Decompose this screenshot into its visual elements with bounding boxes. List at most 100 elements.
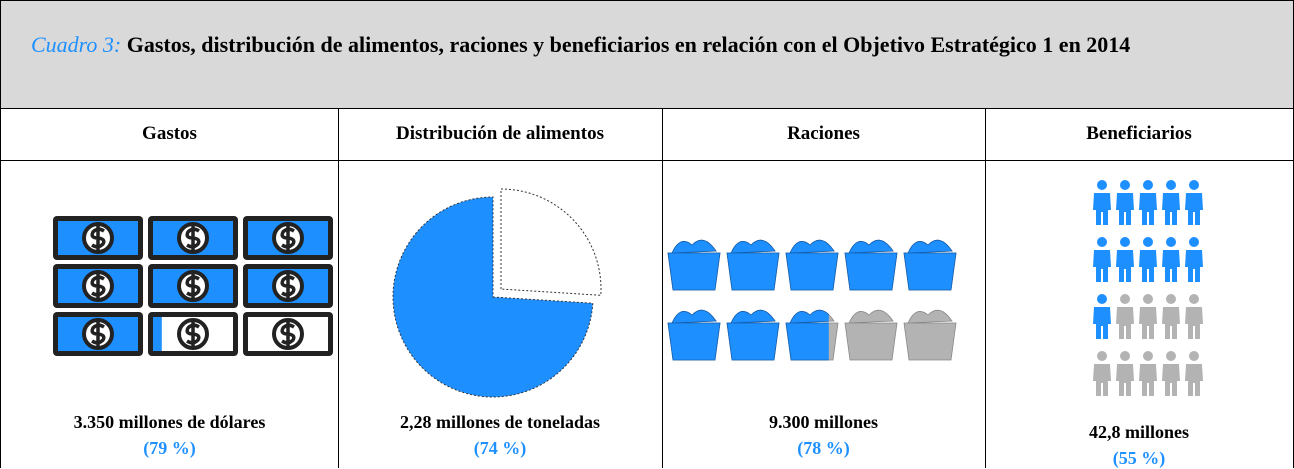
person-body bbox=[1139, 250, 1157, 282]
bill-sign bbox=[185, 273, 201, 299]
person-filled bbox=[1116, 237, 1134, 282]
person-head bbox=[1097, 237, 1107, 247]
bucket-fill bbox=[844, 239, 898, 291]
pie-rest bbox=[500, 188, 602, 296]
person-head bbox=[1120, 180, 1130, 190]
bill-sign bbox=[280, 321, 296, 347]
person-head bbox=[1097, 351, 1107, 361]
bucket-fill bbox=[667, 239, 721, 291]
person-head bbox=[1189, 180, 1199, 190]
person-head bbox=[1166, 237, 1176, 247]
value-label: 3.350 millones de dólares bbox=[73, 412, 266, 432]
person-filled bbox=[1093, 237, 1111, 282]
person-filled bbox=[1139, 237, 1157, 282]
person-body bbox=[1116, 193, 1134, 225]
person-body bbox=[1093, 250, 1111, 282]
value-label: 2,28 millones de toneladas bbox=[399, 412, 600, 432]
bill-sign bbox=[90, 273, 106, 299]
header-cell: Distribución de alimentos bbox=[338, 108, 663, 161]
share-label: (55 %) bbox=[1112, 448, 1166, 468]
person-head bbox=[1189, 294, 1199, 304]
person bbox=[1093, 351, 1111, 396]
person-body bbox=[1139, 193, 1157, 225]
person bbox=[1162, 294, 1180, 339]
person-head bbox=[1143, 294, 1153, 304]
bucket-fill bbox=[785, 309, 829, 361]
header-cell: Gastos bbox=[0, 108, 339, 161]
person-head bbox=[1166, 294, 1176, 304]
caption-title: Gastos, distribución de alimentos, racio… bbox=[126, 32, 1131, 57]
share-label: (74 %) bbox=[473, 438, 527, 458]
bucket-base bbox=[903, 309, 957, 361]
icon-graphic bbox=[53, 216, 333, 356]
pie-slice bbox=[392, 196, 594, 398]
bucket-fill bbox=[667, 309, 721, 361]
bill-sign bbox=[185, 225, 201, 251]
bill-sign bbox=[280, 225, 296, 251]
person-filled bbox=[1139, 180, 1157, 225]
person-body bbox=[1185, 193, 1203, 225]
person-filled bbox=[1162, 237, 1180, 282]
person-body bbox=[1116, 250, 1134, 282]
person-head bbox=[1120, 294, 1130, 304]
person-body bbox=[1139, 364, 1157, 396]
person-body bbox=[1093, 364, 1111, 396]
person-head bbox=[1189, 351, 1199, 361]
person-body bbox=[1116, 307, 1134, 339]
icon-graphic bbox=[392, 188, 602, 398]
person-filled bbox=[1185, 237, 1203, 282]
person bbox=[1185, 351, 1203, 396]
icon-graphic bbox=[1093, 180, 1203, 396]
person-head bbox=[1143, 237, 1153, 247]
person-head bbox=[1166, 180, 1176, 190]
value-label: 9.300 millones bbox=[768, 412, 878, 432]
person bbox=[1185, 294, 1203, 339]
person-filled bbox=[1162, 180, 1180, 225]
person-head bbox=[1120, 351, 1130, 361]
person-filled bbox=[1116, 180, 1134, 225]
person-head bbox=[1166, 351, 1176, 361]
person bbox=[1139, 294, 1157, 339]
person-filled bbox=[1185, 180, 1203, 225]
person-head bbox=[1120, 237, 1130, 247]
person-filled bbox=[1093, 294, 1111, 339]
bill-fill bbox=[153, 317, 162, 351]
caption: Cuadro 3: Gastos, distribución de alimen… bbox=[0, 0, 1294, 109]
person-head bbox=[1143, 180, 1153, 190]
bill-sign bbox=[185, 321, 201, 347]
bucket-fill bbox=[726, 239, 780, 291]
bill-sign bbox=[90, 225, 106, 251]
body-cell: 2,28 millones de toneladas (74 %) bbox=[338, 160, 663, 468]
person-body bbox=[1185, 364, 1203, 396]
person-body bbox=[1162, 250, 1180, 282]
header-cell: Beneficiarios bbox=[985, 108, 1294, 161]
person-body bbox=[1185, 250, 1203, 282]
body-cell: 3.350 millones de dólares (79 %) bbox=[0, 160, 339, 468]
person-head bbox=[1143, 351, 1153, 361]
person-body bbox=[1139, 307, 1157, 339]
person-body bbox=[1093, 193, 1111, 225]
bucket-fill bbox=[903, 239, 957, 291]
person-head bbox=[1097, 294, 1107, 304]
bill-sign bbox=[90, 321, 106, 347]
person bbox=[1139, 351, 1157, 396]
person-head bbox=[1097, 180, 1107, 190]
person-body bbox=[1162, 364, 1180, 396]
share-label: (78 %) bbox=[797, 438, 850, 458]
bill-sign bbox=[280, 273, 296, 299]
header-cell: Raciones bbox=[662, 108, 986, 161]
person-filled bbox=[1093, 180, 1111, 225]
person-body bbox=[1162, 193, 1180, 225]
bucket-base bbox=[844, 309, 898, 361]
person-head bbox=[1189, 237, 1199, 247]
bucket-fill bbox=[785, 239, 839, 291]
person-body bbox=[1185, 307, 1203, 339]
person-body bbox=[1093, 307, 1111, 339]
icon-graphic bbox=[667, 239, 957, 361]
body-cell: 42,8 millones (55 %) bbox=[985, 160, 1294, 468]
person bbox=[1116, 351, 1134, 396]
person bbox=[1116, 294, 1134, 339]
person-body bbox=[1116, 364, 1134, 396]
person-body bbox=[1162, 307, 1180, 339]
caption-label: Cuadro 3: bbox=[31, 32, 122, 57]
